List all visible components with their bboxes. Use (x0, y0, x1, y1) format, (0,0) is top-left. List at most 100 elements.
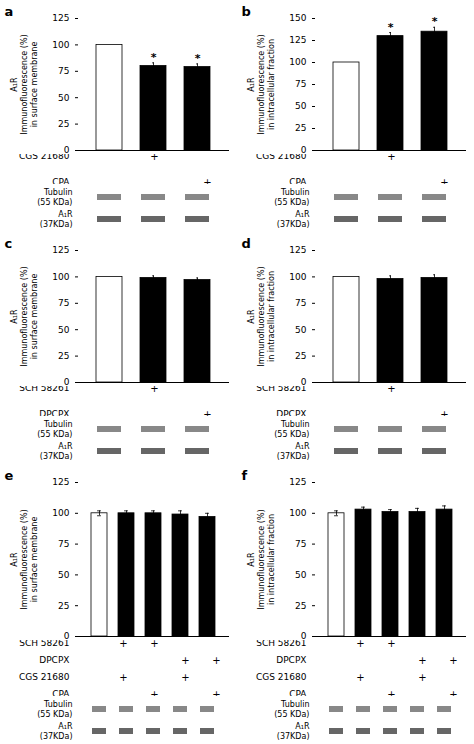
svg-text:A₁R: A₁R (247, 552, 256, 567)
svg-text:+: + (150, 386, 158, 394)
svg-text:DPCPX: DPCPX (39, 409, 69, 416)
svg-text:+: + (449, 689, 457, 696)
svg-text:(37KDa): (37KDa) (277, 732, 310, 741)
svg-text:Tubulin: Tubulin (280, 700, 309, 709)
svg-text:CGS 21680: CGS 21680 (19, 672, 70, 682)
svg-text:A₁R: A₁R (295, 442, 310, 451)
svg-text:0: 0 (64, 145, 70, 154)
svg-text:+: + (418, 655, 426, 666)
svg-text:+: + (119, 672, 127, 683)
svg-text:CPA: CPA (52, 689, 70, 696)
svg-text:A₁R: A₁R (295, 210, 310, 219)
svg-text:100: 100 (52, 508, 69, 518)
svg-text:100: 100 (289, 272, 306, 282)
svg-text:50: 50 (58, 93, 70, 103)
svg-text:+: + (150, 154, 158, 162)
svg-text:Tubulin: Tubulin (280, 420, 309, 429)
svg-text:25: 25 (58, 119, 69, 129)
svg-text:Immunofluorescence (%): Immunofluorescence (%) (257, 509, 266, 609)
svg-text:CGS 21680: CGS 21680 (256, 154, 307, 161)
svg-text:SCH 58261: SCH 58261 (19, 386, 69, 393)
svg-text:A₁R: A₁R (10, 77, 19, 92)
svg-text:A₁R: A₁R (247, 309, 256, 324)
svg-text:125: 125 (289, 35, 306, 45)
svg-text:in surface membrane: in surface membrane (30, 517, 39, 603)
svg-text:+: + (119, 640, 127, 649)
svg-text:Tubulin: Tubulin (43, 420, 72, 429)
svg-text:25: 25 (295, 351, 306, 361)
svg-text:f: f (242, 468, 248, 483)
svg-text:d: d (242, 236, 251, 251)
svg-text:A₁R: A₁R (10, 309, 19, 324)
svg-text:A₁R: A₁R (247, 77, 256, 92)
svg-text:SCH 58261: SCH 58261 (19, 640, 69, 648)
svg-text:75: 75 (58, 66, 69, 76)
svg-text:50: 50 (295, 101, 307, 111)
svg-text:75: 75 (58, 298, 69, 308)
svg-text:+: + (181, 672, 189, 683)
svg-text:+: + (356, 672, 364, 683)
svg-text:in surface membrane: in surface membrane (30, 42, 39, 128)
svg-text:DPCPX: DPCPX (276, 655, 306, 665)
svg-text:0: 0 (64, 377, 70, 386)
svg-text:125: 125 (289, 477, 306, 487)
svg-text:50: 50 (58, 570, 70, 580)
svg-text:(55 KDa): (55 KDa) (37, 430, 72, 439)
svg-text:75: 75 (58, 539, 69, 549)
svg-text:100: 100 (52, 40, 69, 50)
svg-text:50: 50 (58, 325, 70, 335)
svg-text:(55 KDa): (55 KDa) (37, 710, 72, 719)
svg-text:*: * (432, 15, 438, 28)
svg-text:100: 100 (52, 272, 69, 282)
svg-text:in surface membrane: in surface membrane (30, 274, 39, 360)
svg-text:in intracellular fraction: in intracellular fraction (267, 514, 276, 605)
svg-text:100: 100 (289, 57, 306, 67)
svg-text:b: b (242, 4, 251, 19)
svg-text:(55 KDa): (55 KDa) (274, 198, 309, 207)
svg-text:75: 75 (295, 79, 306, 89)
svg-text:+: + (181, 655, 189, 666)
svg-text:CPA: CPA (289, 689, 307, 696)
svg-text:+: + (440, 177, 448, 184)
svg-text:+: + (449, 655, 457, 666)
svg-text:75: 75 (295, 298, 306, 308)
svg-text:0: 0 (64, 631, 70, 640)
svg-text:50: 50 (295, 325, 307, 335)
svg-text:+: + (356, 640, 364, 649)
svg-text:Immunofluorescence (%): Immunofluorescence (%) (20, 509, 29, 609)
svg-text:50: 50 (295, 570, 307, 580)
svg-text:*: * (151, 51, 157, 64)
svg-text:Immunofluorescence (%): Immunofluorescence (%) (257, 266, 266, 366)
svg-text:Immunofluorescence (%): Immunofluorescence (%) (257, 34, 266, 134)
svg-text:DPCPX: DPCPX (276, 409, 306, 416)
svg-text:Tubulin: Tubulin (43, 188, 72, 197)
svg-text:75: 75 (295, 539, 306, 549)
svg-text:(37KDa): (37KDa) (40, 220, 73, 229)
svg-text:25: 25 (58, 601, 69, 611)
svg-text:A₁R: A₁R (295, 722, 310, 731)
svg-text:125: 125 (52, 477, 69, 487)
svg-text:+: + (212, 655, 220, 666)
svg-text:c: c (5, 236, 13, 251)
svg-text:*: * (388, 21, 394, 34)
svg-text:25: 25 (58, 351, 69, 361)
svg-text:SCH 58261: SCH 58261 (256, 386, 306, 393)
svg-text:(55 KDa): (55 KDa) (37, 198, 72, 207)
svg-text:(55 KDa): (55 KDa) (274, 430, 309, 439)
svg-text:0: 0 (301, 631, 307, 640)
svg-text:100: 100 (289, 508, 306, 518)
svg-text:e: e (5, 468, 14, 483)
svg-text:*: * (195, 52, 201, 65)
svg-text:A₁R: A₁R (58, 722, 73, 731)
svg-text:0: 0 (301, 145, 307, 154)
svg-text:+: + (387, 689, 395, 696)
svg-text:+: + (387, 640, 395, 649)
svg-text:Tubulin: Tubulin (43, 700, 72, 709)
svg-text:+: + (387, 154, 395, 162)
svg-text:a: a (5, 4, 14, 19)
svg-text:+: + (418, 672, 426, 683)
svg-text:CGS 21680: CGS 21680 (19, 154, 70, 161)
svg-text:Immunofluorescence (%): Immunofluorescence (%) (20, 266, 29, 366)
svg-text:A₁R: A₁R (58, 210, 73, 219)
svg-text:Tubulin: Tubulin (280, 188, 309, 197)
